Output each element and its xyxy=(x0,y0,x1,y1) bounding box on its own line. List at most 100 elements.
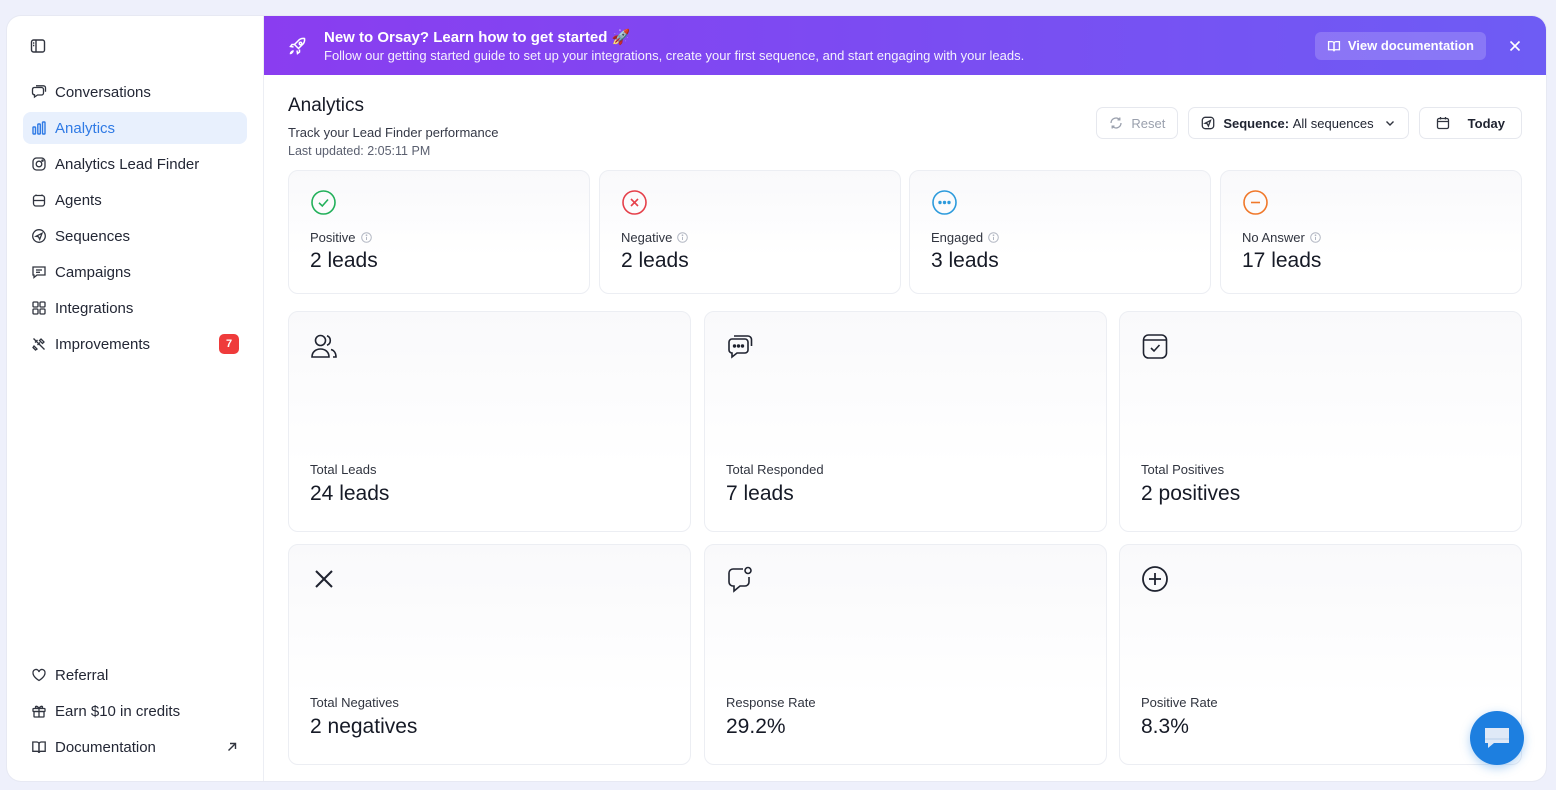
positive-rate-label: Positive Rate xyxy=(1141,695,1218,710)
sidebar-item-campaigns[interactable]: Campaigns xyxy=(23,256,247,288)
sidebar-item-improvements[interactable]: Improvements 7 xyxy=(23,328,247,360)
sidebar-item-label: Earn $10 in credits xyxy=(55,702,181,720)
minus-circle-icon xyxy=(1242,189,1269,216)
engaged-label-text: Engaged xyxy=(931,230,984,245)
positive-rate-value: 8.3% xyxy=(1141,715,1189,738)
sidebar: Conversations Analytics Analytics Lead F… xyxy=(7,16,264,781)
book-icon xyxy=(31,739,47,755)
sidebar-item-earn-credits[interactable]: Earn $10 in credits xyxy=(23,695,247,727)
response-rate-card: Response Rate 29.2% xyxy=(704,544,1107,765)
sidebar-item-label: Campaigns xyxy=(55,263,131,281)
info-icon[interactable] xyxy=(677,232,689,243)
bar-chart-icon xyxy=(31,120,47,136)
negative-label: Negative xyxy=(621,230,689,245)
sidebar-bottom-nav: Referral Earn $10 in credits Documentati… xyxy=(23,659,247,767)
date-range-button[interactable]: Today xyxy=(1418,107,1522,139)
check-circle-icon xyxy=(310,189,337,216)
rocket-icon xyxy=(288,36,308,56)
message-notification-icon xyxy=(726,565,754,593)
sidebar-item-referral[interactable]: Referral xyxy=(23,659,247,691)
total-responded-value: 7 leads xyxy=(726,482,794,505)
grid-icon xyxy=(31,300,47,316)
close-icon[interactable] xyxy=(1508,39,1522,53)
refresh-icon xyxy=(1109,116,1123,130)
negative-value: 2 leads xyxy=(621,249,689,272)
sidebar-item-label: Analytics Lead Finder xyxy=(55,155,200,173)
tools-icon xyxy=(31,336,47,352)
app-window: Conversations Analytics Analytics Lead F… xyxy=(7,16,1546,781)
page-header: Analytics Track your Lead Finder perform… xyxy=(288,95,1522,158)
gift-icon xyxy=(31,703,47,719)
agents-icon xyxy=(31,192,47,208)
chat-bubbles-icon xyxy=(726,332,754,360)
send-icon xyxy=(31,228,47,244)
calendar-icon xyxy=(1436,116,1450,130)
total-positives-value: 2 positives xyxy=(1141,482,1241,505)
view-documentation-button[interactable]: View documentation xyxy=(1314,31,1486,60)
engaged-card: Engaged 3 leads xyxy=(909,170,1211,294)
total-responded-card: Total Responded 7 leads xyxy=(704,311,1107,532)
page-subtitle: Track your Lead Finder performance xyxy=(288,125,499,140)
total-leads-value: 24 leads xyxy=(310,482,390,505)
sidebar-item-label: Conversations xyxy=(55,83,151,101)
banner-subtitle: Follow our getting started guide to set … xyxy=(324,47,1025,63)
reset-label: Reset xyxy=(1131,115,1166,131)
page-title: Analytics xyxy=(288,95,365,116)
total-negatives-card: Total Negatives 2 negatives xyxy=(288,544,691,765)
send-icon xyxy=(1201,116,1215,130)
sidebar-item-agents[interactable]: Agents xyxy=(23,184,247,216)
sidebar-panel-icon[interactable] xyxy=(30,38,46,54)
chat-icon xyxy=(1482,725,1512,751)
conversations-icon xyxy=(31,84,47,100)
external-link-icon xyxy=(225,740,239,754)
header-controls: Reset Sequence: All sequences Today xyxy=(1096,107,1522,139)
positive-rate-card: Positive Rate 8.3% xyxy=(1119,544,1522,765)
response-rate-value: 29.2% xyxy=(726,715,786,738)
x-circle-icon xyxy=(621,189,648,216)
message-square-icon xyxy=(31,264,47,280)
info-icon[interactable] xyxy=(988,232,999,243)
positive-label-text: Positive xyxy=(310,230,356,245)
sequence-select[interactable]: Sequence: All sequences xyxy=(1188,107,1409,139)
chevron-down-icon xyxy=(1384,117,1396,129)
sidebar-item-label: Agents xyxy=(55,191,102,209)
sidebar-item-label: Integrations xyxy=(55,299,134,317)
total-positives-label: Total Positives xyxy=(1141,462,1225,477)
negative-card: Negative 2 leads xyxy=(599,170,901,294)
sidebar-item-integrations[interactable]: Integrations xyxy=(23,292,247,324)
banner-title: New to Orsay? Learn how to get started 🚀 xyxy=(324,28,631,46)
view-documentation-label: View documentation xyxy=(1347,38,1474,53)
positive-value: 2 leads xyxy=(310,249,378,272)
info-icon[interactable] xyxy=(360,232,372,243)
total-positives-card: Total Positives 2 positives xyxy=(1119,311,1522,532)
book-icon xyxy=(1327,39,1341,53)
no-answer-card: No Answer 17 leads xyxy=(1220,170,1522,294)
calendar-check-icon xyxy=(1141,332,1169,360)
info-icon[interactable] xyxy=(1310,232,1321,243)
x-icon xyxy=(310,565,338,593)
total-negatives-label: Total Negatives xyxy=(310,695,399,710)
sidebar-item-analytics-lead-finder[interactable]: Analytics Lead Finder xyxy=(23,148,247,180)
sidebar-item-label: Sequences xyxy=(55,227,131,245)
chat-support-button[interactable] xyxy=(1470,711,1524,765)
sequence-value: All sequences xyxy=(1292,115,1374,131)
negative-label-text: Negative xyxy=(621,230,673,245)
sidebar-item-documentation[interactable]: Documentation xyxy=(23,731,247,763)
total-leads-label: Total Leads xyxy=(310,462,377,477)
total-leads-card: Total Leads 24 leads xyxy=(288,311,691,532)
sidebar-item-label: Referral xyxy=(55,666,109,684)
response-rate-label: Response Rate xyxy=(726,695,816,710)
getting-started-banner: New to Orsay? Learn how to get started 🚀… xyxy=(264,16,1546,75)
sidebar-item-label: Documentation xyxy=(55,738,156,756)
reset-button[interactable]: Reset xyxy=(1096,107,1179,139)
sidebar-item-analytics[interactable]: Analytics xyxy=(23,112,247,144)
sidebar-item-label: Analytics xyxy=(55,119,116,137)
sidebar-nav: Conversations Analytics Analytics Lead F… xyxy=(23,76,247,364)
last-updated-text: Last updated: 2:05:11 PM xyxy=(288,144,431,158)
engaged-value: 3 leads xyxy=(931,249,999,272)
sidebar-item-sequences[interactable]: Sequences xyxy=(23,220,247,252)
total-negatives-value: 2 negatives xyxy=(310,715,418,738)
date-range-label: Today xyxy=(1467,115,1505,131)
dots-circle-icon xyxy=(931,189,958,216)
sidebar-item-conversations[interactable]: Conversations xyxy=(23,76,247,108)
